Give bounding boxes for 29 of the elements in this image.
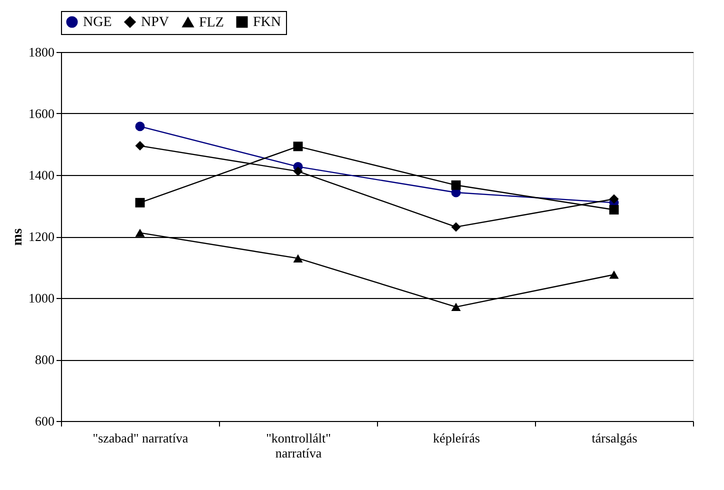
y-tick-label: 1800: [28, 44, 54, 60]
x-tick-label: társalgás: [592, 430, 638, 446]
legend-label: FLZ: [199, 15, 224, 30]
point: [451, 222, 461, 232]
point: [451, 302, 461, 312]
legend-label: FKN: [253, 15, 282, 30]
point: [609, 205, 619, 214]
point: [293, 254, 303, 262]
x-tick-label: "szabad" narratíva: [92, 430, 188, 446]
legend-label: NPV: [141, 15, 170, 30]
x-tick-label: "kontrollált" narratíva: [266, 430, 331, 460]
y-tick-label: 1200: [28, 229, 54, 244]
point: [135, 141, 145, 151]
point: [451, 180, 461, 190]
point: [609, 194, 619, 204]
y-axis-title: ms: [10, 228, 26, 246]
legend-label: NGE: [83, 15, 112, 30]
point: [135, 198, 145, 208]
point: [135, 122, 145, 132]
point: [609, 270, 619, 279]
y-tick-label: 1600: [28, 106, 54, 121]
y-tick-label: 800: [35, 352, 54, 367]
y-tick-label: 1000: [28, 290, 54, 306]
point: [293, 142, 303, 152]
point: [135, 228, 145, 237]
point: [293, 166, 303, 176]
x-tick-label: képleírás: [433, 430, 480, 446]
y-tick-label: 1400: [28, 168, 54, 182]
y-tick-label: 600: [35, 414, 54, 428]
